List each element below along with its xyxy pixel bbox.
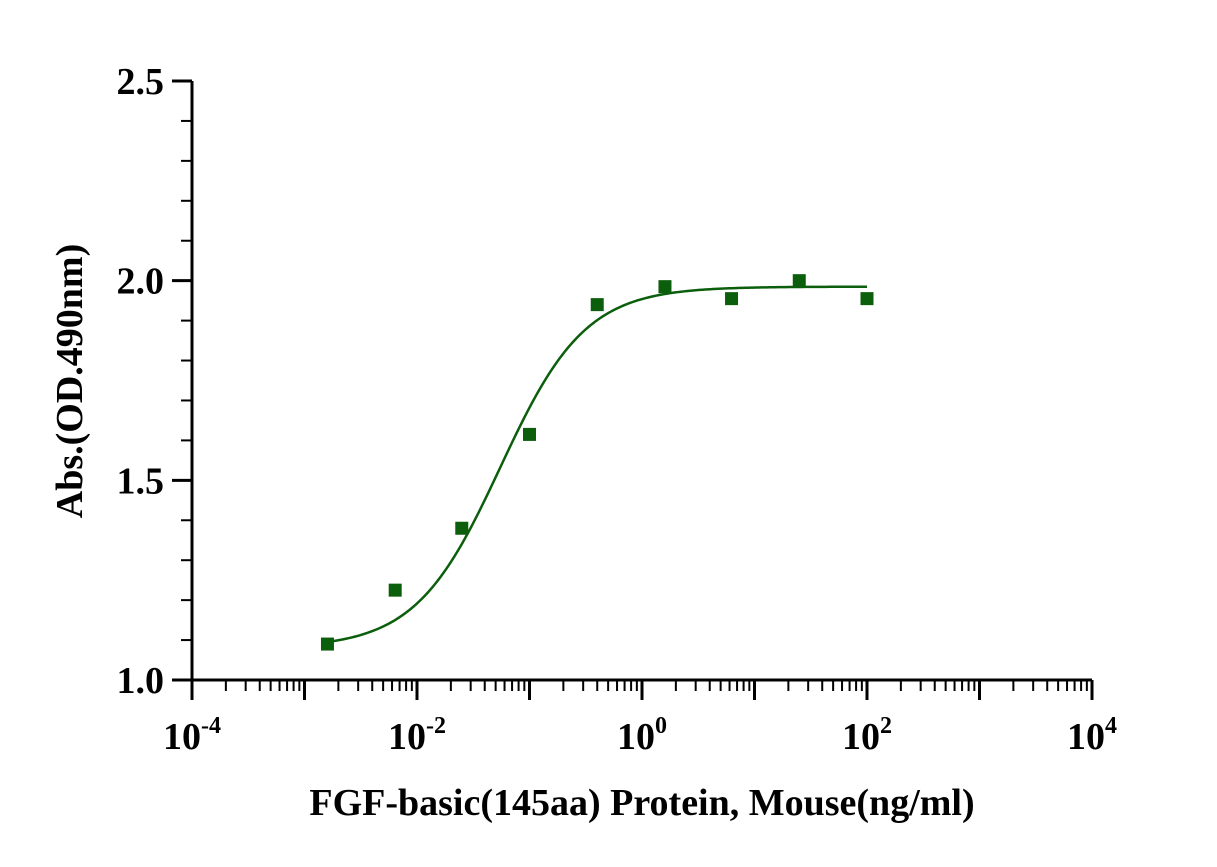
- ticks: 1.01.52.02.510-4 10-2 100 102 104: [117, 61, 1118, 758]
- x-tick-exponent: 0: [655, 713, 667, 739]
- y-tick-label: 2.0: [117, 261, 165, 303]
- x-tick-label: 104: [1067, 713, 1117, 758]
- x-tick-base: 10: [842, 716, 880, 758]
- y-tick-label: 1.5: [117, 460, 165, 502]
- data-point-marker: [792, 274, 806, 288]
- x-tick-label: 100: [617, 713, 667, 758]
- labels: FGF-basic(145aa) Protein, Mouse(ng/ml) A…: [49, 244, 975, 824]
- y-axis-title: Abs.(OD.490nm): [49, 244, 91, 518]
- data-point-marker: [590, 298, 604, 312]
- x-tick-label: 102: [842, 713, 892, 758]
- x-tick-label: 10-4: [163, 713, 221, 758]
- x-tick-exponent: 2: [880, 713, 892, 739]
- data-point-marker: [320, 637, 334, 651]
- x-tick-exponent: 4: [1105, 713, 1117, 739]
- data-point-marker: [658, 280, 672, 294]
- data-points: [320, 274, 874, 651]
- data-point-marker: [388, 583, 402, 597]
- y-tick-label: 1.0: [117, 660, 165, 702]
- x-tick-base: 10: [617, 716, 655, 758]
- x-tick-exponent: -4: [201, 713, 221, 739]
- x-tick-base: 10: [163, 716, 201, 758]
- x-tick-base: 10: [1067, 716, 1105, 758]
- x-axis-title: FGF-basic(145aa) Protein, Mouse(ng/ml): [309, 782, 974, 824]
- data-point-marker: [455, 521, 469, 535]
- data-point-marker: [860, 292, 874, 306]
- axes: [190, 81, 1092, 682]
- y-tick-label: 2.5: [117, 61, 165, 103]
- x-tick-base: 10: [388, 716, 426, 758]
- data-point-marker: [523, 427, 536, 441]
- fit-curve: [327, 285, 868, 644]
- x-tick-exponent: -2: [426, 713, 446, 739]
- fit-curve-group: [327, 285, 868, 644]
- x-tick-label: 10-2: [388, 713, 446, 758]
- data-point-marker: [725, 292, 739, 306]
